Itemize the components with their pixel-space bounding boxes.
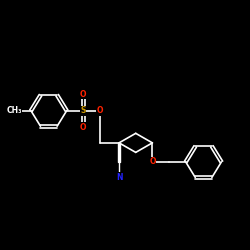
Text: O: O (149, 158, 156, 166)
Text: O: O (80, 90, 86, 98)
Text: CH₃: CH₃ (6, 106, 22, 115)
Text: O: O (80, 123, 86, 132)
Text: S: S (81, 106, 86, 115)
Text: N: N (116, 173, 122, 182)
Text: O: O (97, 106, 103, 115)
Text: N: N (116, 173, 122, 182)
